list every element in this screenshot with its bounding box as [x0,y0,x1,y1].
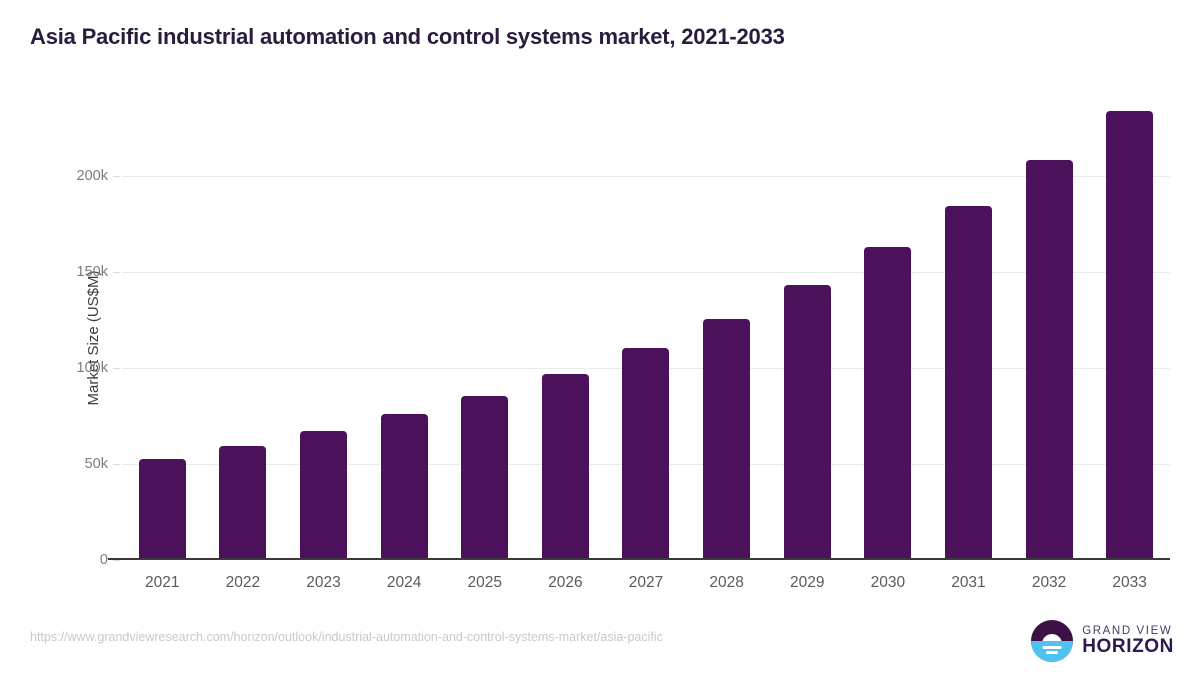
y-tick-mark [113,464,120,466]
bar-group: 2025 [444,90,525,591]
gridline [122,272,1170,274]
bar[interactable] [864,247,912,560]
x-tick-label: 2029 [789,574,825,591]
logo-line-2: HORIZON [1082,636,1174,658]
y-axis-title: Market Size (US$M) [85,269,103,406]
y-tick-mark [113,176,120,178]
bar-group: 2030 [848,90,929,591]
y-tick-mark [113,368,120,370]
sunrise-horizon-icon [1031,620,1074,662]
bar-group: 2028 [686,90,767,591]
x-tick-label: 2024 [386,574,422,591]
bar[interactable] [1025,159,1073,560]
x-tick-label: 2028 [709,574,744,591]
y-tick-mark [113,560,120,561]
bar[interactable] [541,374,589,560]
y-tick-label: 0 [99,552,108,568]
bar[interactable] [461,396,509,560]
x-tick-label: 2021 [145,574,180,591]
bar-group: 2026 [525,90,606,591]
bar[interactable] [219,446,267,560]
y-tick-label: 150k [76,264,108,281]
logo-ray-2 [1046,650,1059,654]
x-tick-label: 2033 [1112,574,1147,591]
bar[interactable] [380,414,428,560]
bar-group: 2023 [283,90,364,591]
page-title: Asia Pacific industrial automation and c… [30,24,785,49]
bar[interactable] [783,285,831,560]
bar-group: 2024 [364,90,445,591]
x-tick-label: 2027 [628,574,664,591]
bar-group: 2022 [203,90,284,591]
x-tick-label: 2031 [951,574,986,591]
plot-area: 0 50k 100k 150k 200k 2021 2022 2023 2024 2025 202… [77,90,1170,591]
gridline [122,176,1170,178]
bar[interactable] [944,205,992,560]
x-tick-label: 2022 [225,574,261,591]
x-axis-line [108,558,1170,560]
bar-group: 2027 [606,90,687,591]
y-tick-mark [113,272,120,274]
bar-group: 2031 [928,90,1009,591]
y-tick-label: 100k [76,360,108,377]
x-tick-label: 2030 [870,574,906,591]
bar-group: 2029 [767,90,848,591]
logo-line-1: GRAND VIEW [1082,625,1173,637]
logo-text: GRAND VIEW HORIZON [1082,625,1174,657]
plot-inner: 0 50k 100k 150k 200k 2021 2022 2023 2024 2025 202… [77,90,1170,591]
bar-group: 2021 [122,90,203,591]
bar[interactable] [622,347,670,560]
brand-logo[interactable]: GRAND VIEW HORIZON [1031,620,1174,662]
logo-ray-1 [1042,646,1062,650]
x-tick-label: 2032 [1031,574,1067,591]
bar-group: 2033 [1089,90,1170,591]
x-tick-label: 2026 [548,574,583,591]
bar[interactable] [703,319,751,560]
x-tick-label: 2023 [306,574,341,591]
x-tick-label: 2025 [467,574,502,591]
bar[interactable] [1106,110,1154,560]
source-url[interactable]: https://www.grandviewresearch.com/horizo… [30,630,663,644]
y-tick-label: 50k [84,456,108,473]
bar[interactable] [138,459,186,560]
y-tick-label: 200k [76,168,108,185]
bar-group: 2032 [1009,90,1090,591]
bar[interactable] [300,431,348,560]
